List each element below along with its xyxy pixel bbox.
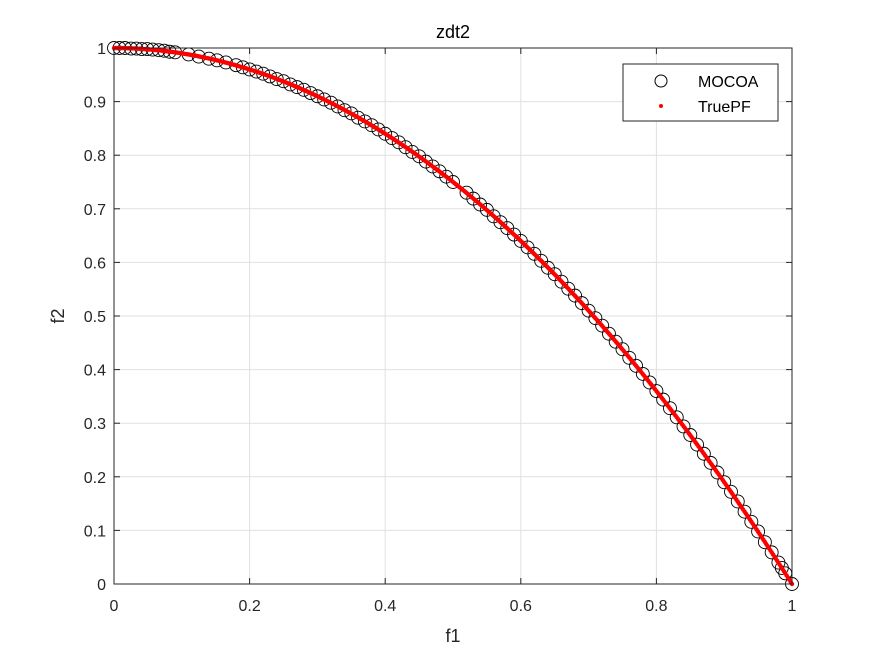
data-point-mocoa xyxy=(378,126,393,141)
y-tick-label: 0.7 xyxy=(84,202,106,219)
data-point-mocoa xyxy=(764,545,779,560)
data-point-mocoa xyxy=(262,69,277,84)
y-tick-label: 0.2 xyxy=(84,470,106,487)
data-point-mocoa xyxy=(595,318,610,333)
data-point-mocoa xyxy=(744,514,759,529)
legend-marker-truepf xyxy=(659,104,663,108)
x-tick-label: 0.8 xyxy=(645,598,667,615)
data-point-mocoa xyxy=(385,131,399,145)
data-point-mocoa xyxy=(642,375,657,390)
data-point-mocoa xyxy=(751,524,766,539)
data-point-mocoa xyxy=(303,86,318,100)
data-point-mocoa xyxy=(344,106,359,121)
ticks: 0 0.2 0.4 0.6 0.8 1 0 0.1 0.2 0.3 0.4 0.5 0.6 0.7 0.8 0… xyxy=(84,41,797,615)
y-tick-label: 0.3 xyxy=(84,416,106,433)
data-point-mocoa xyxy=(663,401,677,416)
y-tick-label: 0 xyxy=(97,577,106,594)
data-point-mocoa xyxy=(398,140,413,155)
data-point-mocoa xyxy=(615,342,630,357)
series-truepf xyxy=(111,45,795,587)
legend-marker-mocoa xyxy=(654,74,668,88)
data-point-mocoa xyxy=(290,80,305,95)
x-tick-label: 0.4 xyxy=(374,598,396,615)
data-point-mocoa xyxy=(601,326,616,341)
chart-title: zdt2 xyxy=(436,22,470,42)
data-point-mocoa xyxy=(710,465,725,480)
y-tick-label: 0.5 xyxy=(84,309,106,326)
x-tick-label: 0 xyxy=(110,598,119,615)
x-tick-label: 0.6 xyxy=(510,598,532,615)
y-axis-label: f2 xyxy=(48,308,68,323)
data-point-mocoa xyxy=(330,99,345,114)
data-point-mocoa xyxy=(683,428,698,442)
data-point-mocoa xyxy=(690,437,705,452)
data-point-mocoa xyxy=(635,366,650,381)
data-point-mocoa xyxy=(696,446,711,461)
data-point-mocoa xyxy=(656,392,671,407)
data-point-mocoa xyxy=(669,410,684,425)
data-point-mocoa xyxy=(425,159,440,174)
data-point-mocoa xyxy=(324,95,338,110)
data-point-mocoa xyxy=(351,110,366,125)
data-point-mocoa xyxy=(283,77,298,92)
data-point-mocoa xyxy=(737,504,752,519)
data-point-mocoa xyxy=(703,455,718,470)
x-tick-label: 1 xyxy=(788,598,797,615)
data-point-mocoa xyxy=(317,92,332,107)
data-point-mocoa xyxy=(676,419,691,434)
data-point-mocoa xyxy=(649,384,664,398)
data-point-mocoa xyxy=(418,154,433,169)
data-point-mocoa xyxy=(757,535,772,550)
data-point-mocoa xyxy=(371,122,386,137)
y-tick-label: 0.8 xyxy=(84,148,106,165)
y-tick-label: 0.9 xyxy=(84,95,106,112)
series-mocoa xyxy=(107,41,799,591)
data-point-mocoa xyxy=(446,175,460,189)
y-tick-label: 0.6 xyxy=(84,255,106,272)
data-point-mocoa xyxy=(357,114,372,129)
y-tick-label: 0.1 xyxy=(84,523,106,540)
y-tick-label: 0.4 xyxy=(84,363,106,380)
legend-label-mocoa: MOCOA xyxy=(698,74,759,91)
legend-box xyxy=(622,63,779,122)
x-axis-label: f1 xyxy=(445,626,460,646)
data-point-mocoa xyxy=(730,494,745,509)
data-point-mocoa xyxy=(337,103,352,118)
data-point-mocoa xyxy=(724,484,738,499)
data-point-mocoa xyxy=(629,358,644,373)
data-point-mocoa xyxy=(391,135,406,150)
data-point-mocoa xyxy=(405,145,420,159)
data-point-mocoa xyxy=(717,475,732,490)
data-point-mocoa xyxy=(310,89,325,104)
legend-label-truepf: TruePF xyxy=(698,99,751,116)
data-point-mocoa xyxy=(364,118,379,133)
legend: MOCOA TruePF xyxy=(622,63,779,122)
data-point-mocoa xyxy=(296,82,311,97)
y-tick-label: 1 xyxy=(97,41,106,58)
data-point-mocoa xyxy=(622,350,637,365)
x-tick-label: 0.2 xyxy=(238,598,260,615)
